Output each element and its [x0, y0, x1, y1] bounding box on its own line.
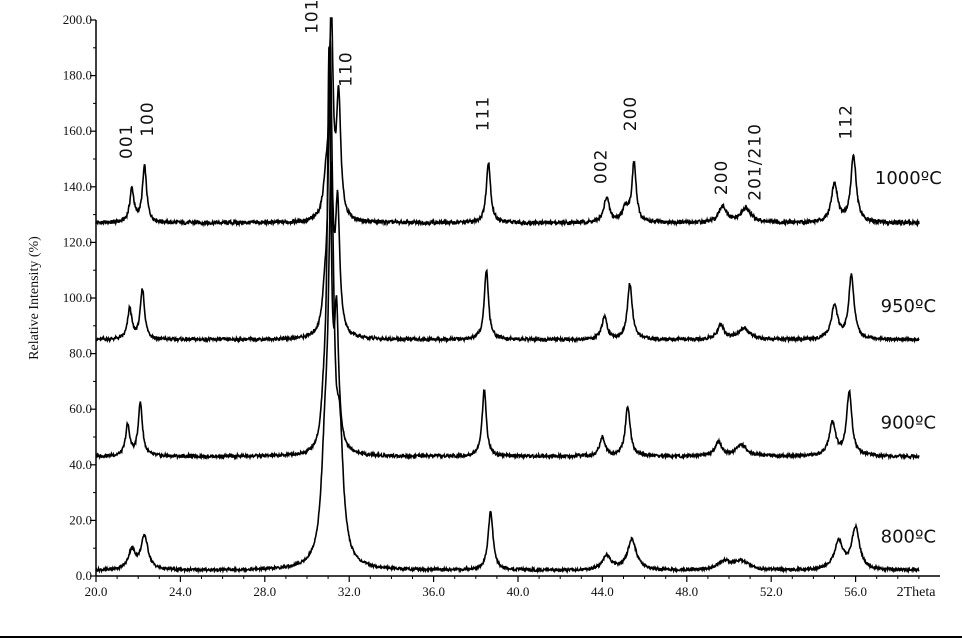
- series-label-3: 800ºC: [881, 527, 936, 548]
- y-tick-label-9: 180.0: [63, 68, 92, 83]
- x-tick-label-3: 32.0: [338, 584, 361, 599]
- peak-label-1: 100: [138, 101, 158, 136]
- peak-label-5: 002: [592, 149, 612, 184]
- series-layer: 1000ºC 950ºC 900ºC 800ºC: [95, 17, 942, 575]
- series-line-1: [95, 39, 920, 344]
- y-tick-label-6: 120.0: [63, 234, 92, 249]
- ticks: 20.0 24.0 28.0 32.0 36.0 40.0 44.0 48.0 52.0 56.0…: [63, 12, 920, 599]
- x-tick-label-7: 48.0: [675, 584, 698, 599]
- x-tick-label-9: 56.0: [844, 584, 867, 599]
- bottom-frame-line: [0, 636, 962, 638]
- x-tick-label-5: 40.0: [507, 584, 530, 599]
- series-label-1: 950ºC: [881, 296, 936, 317]
- peak-label-6: 200: [621, 96, 641, 131]
- peak-label-3: 110: [336, 51, 356, 86]
- y-axis-title: Relative Intensity (%): [27, 236, 42, 360]
- series-label-2: 900ºC: [881, 413, 936, 434]
- x-tick-label-1: 24.0: [169, 584, 192, 599]
- peak-label-0: 001: [117, 124, 137, 159]
- y-tick-label-8: 160.0: [63, 123, 92, 138]
- y-tick-label-1: 20.0: [69, 512, 92, 527]
- x-tick-label-6: 44.0: [591, 584, 614, 599]
- x-tick-label-2: 28.0: [253, 584, 276, 599]
- peak-label-8: 201/210: [746, 123, 766, 201]
- series-label-0: 1000ºC: [875, 168, 942, 189]
- y-tick-label-7: 140.0: [63, 179, 92, 194]
- x-axis-title: 2Theta: [897, 585, 937, 600]
- x-tick-label-8: 52.0: [760, 584, 783, 599]
- y-tick-label-0: 0.0: [76, 568, 92, 583]
- series-line-3: [95, 161, 920, 575]
- x-tick-label-4: 36.0: [422, 584, 445, 599]
- peak-label-9: 112: [836, 104, 856, 139]
- peak-label-4: 111: [474, 96, 494, 131]
- x-tick-label-0: 20.0: [85, 584, 108, 599]
- y-tick-label-5: 100.0: [63, 290, 92, 305]
- series-line-0: [95, 17, 920, 228]
- y-tick-label-4: 80.0: [69, 346, 92, 361]
- peak-label-2: 101: [303, 0, 323, 34]
- y-tick-label-2: 40.0: [69, 457, 92, 472]
- series-line-2: [95, 46, 920, 461]
- y-tick-label-10: 200.0: [63, 12, 92, 27]
- y-tick-label-3: 60.0: [69, 401, 92, 416]
- peak-label-7: 200: [712, 160, 732, 195]
